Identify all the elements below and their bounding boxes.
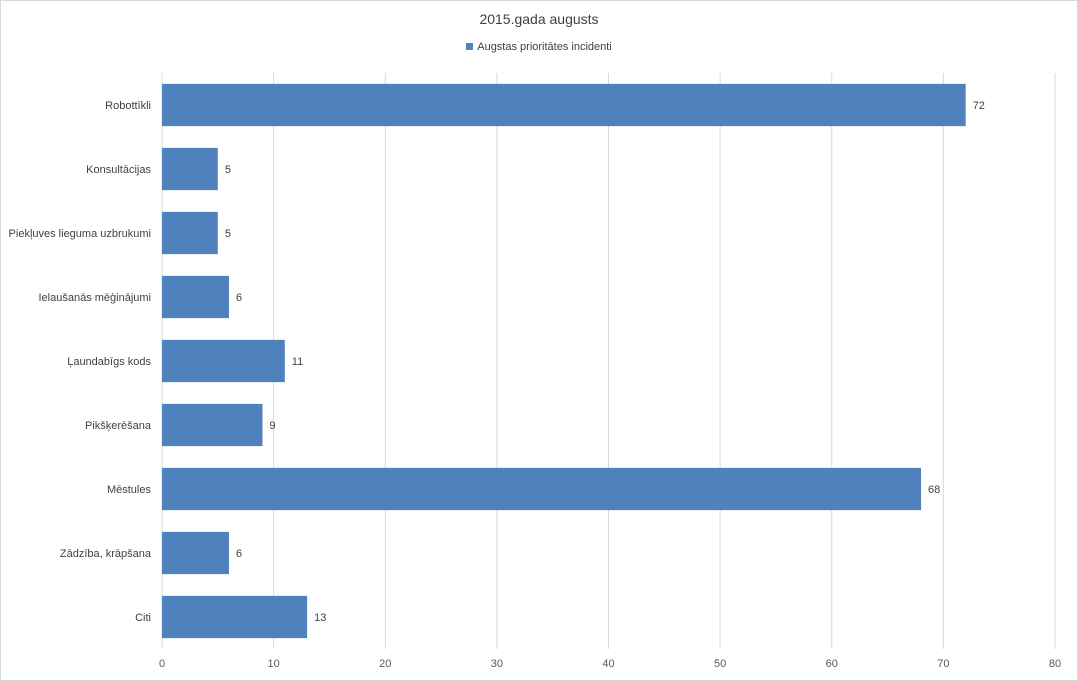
bar: [162, 403, 263, 447]
data-label: 6: [236, 548, 242, 560]
category-label: Ļaundabīgs kods: [67, 356, 151, 368]
bar: [162, 467, 922, 511]
x-tick-label: 40: [602, 658, 614, 670]
legend-label: Augstas prioritātes incidenti: [477, 41, 612, 53]
data-label: 11: [292, 356, 303, 368]
chart-title: 2015.gada augusts: [479, 11, 599, 27]
bar: [162, 83, 966, 127]
data-label: 5: [225, 164, 231, 176]
data-label: 5: [225, 228, 231, 240]
bar: [162, 147, 218, 191]
category-label: Mēstules: [107, 484, 152, 496]
bars: [162, 83, 966, 639]
data-label: 6: [236, 292, 242, 304]
bar: [162, 339, 285, 383]
legend-swatch: [466, 43, 474, 50]
bar: [162, 275, 229, 319]
category-label: Konsultācijas: [86, 164, 151, 176]
bar: [162, 595, 308, 639]
category-label: Pikšķerēšana: [85, 420, 152, 432]
x-axis-tick-labels: 0 10 20 30 40 50 60 70 80: [159, 658, 1061, 670]
legend: Augstas prioritātes incidenti: [0, 41, 1078, 53]
data-label: 68: [928, 484, 940, 496]
data-label: 9: [269, 420, 275, 432]
x-tick-label: 50: [714, 658, 726, 670]
data-label: 13: [314, 612, 326, 624]
category-label: Citi: [135, 612, 151, 624]
x-tick-label: 70: [937, 658, 949, 670]
category-label: Ielaušanās mēģinājumi: [38, 291, 151, 304]
category-label: Robottīkli: [105, 100, 151, 112]
x-tick-label: 0: [159, 658, 165, 670]
x-tick-label: 30: [491, 658, 503, 670]
x-tick-label: 10: [268, 658, 280, 670]
x-tick-label: 80: [1049, 658, 1061, 670]
x-tick-label: 60: [826, 658, 838, 670]
data-labels: 72 5 5 6 11 9 68 6 13: [225, 100, 985, 624]
category-label: Zādzība, krāpšana: [60, 548, 152, 560]
bar: [162, 211, 218, 255]
category-labels: Robottīkli Konsultācijas Piekļuves lieguma…: [9, 100, 152, 624]
category-label: Piekļuves lieguma uzbrukumi: [9, 228, 151, 240]
bar: [162, 531, 229, 575]
data-label: 72: [973, 100, 985, 112]
x-tick-label: 20: [379, 658, 391, 670]
